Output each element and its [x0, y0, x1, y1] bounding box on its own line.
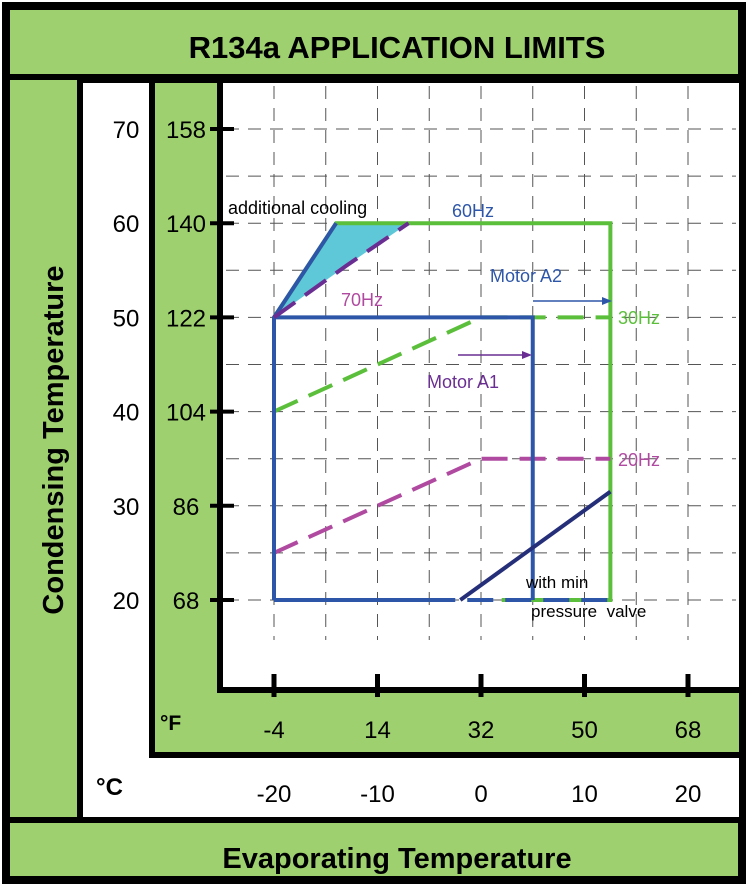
y-tick-label-fahrenheit: 86	[173, 494, 200, 521]
motor-a2-arrow-head	[602, 297, 612, 305]
y-tick-label-celsius: 20	[113, 588, 140, 615]
y-tick-label-fahrenheit: 104	[166, 400, 206, 427]
y-tick-label-fahrenheit: 122	[166, 305, 206, 332]
axis-ticks	[210, 127, 691, 697]
x-tick-label-celsius: 10	[571, 781, 598, 808]
motor-a1-arrow-head	[522, 351, 532, 359]
annotation-20hz: 20Hz	[618, 450, 660, 470]
y-tick-label-fahrenheit: 140	[166, 211, 206, 238]
motor-arrows	[458, 297, 612, 359]
x-tick-label-celsius: -10	[360, 781, 395, 808]
celsius-unit-label: °C	[96, 774, 123, 801]
y-tick-label-celsius: 70	[113, 117, 140, 144]
fahrenheit-unit-label: °F	[160, 712, 181, 735]
series-20hz	[273, 456, 611, 555]
annotation-additional-cooling: additional cooling	[228, 198, 367, 218]
x-tick-label-celsius: 20	[675, 781, 702, 808]
y-tick-label-fahrenheit: 158	[166, 117, 206, 144]
axis-tick-labels: 70 60 50 40 30 20 158 140 122 104 86 68 -4 14 32 50 68 -2…	[113, 117, 702, 808]
x-tick-label-fahrenheit: 50	[571, 717, 598, 744]
additional-cooling-area	[274, 223, 409, 318]
x-tick-label-fahrenheit: -4	[263, 717, 284, 744]
y-tick-label-celsius: 50	[113, 305, 140, 332]
x-tick-label-fahrenheit: 68	[675, 717, 702, 744]
y-tick-label-celsius: 30	[113, 494, 140, 521]
x-axis-title: Evaporating Temperature	[222, 843, 571, 875]
annotation-30hz: 30Hz	[618, 308, 660, 328]
annotation-pressure-valve: pressure valve	[531, 602, 646, 621]
x-tick-label-fahrenheit: 32	[468, 717, 495, 744]
annotation-60hz: 60Hz	[452, 201, 494, 221]
x-tick-label-celsius: 0	[474, 781, 487, 808]
annotation-70hz: 70Hz	[341, 290, 383, 310]
x-tick-label-celsius: -20	[257, 781, 292, 808]
annotation-motor-a2: Motor A2	[490, 266, 562, 286]
y-tick-label-fahrenheit: 68	[173, 588, 200, 615]
series-group	[272, 221, 613, 602]
y-tick-label-celsius: 60	[113, 211, 140, 238]
y-tick-label-celsius: 40	[113, 400, 140, 427]
annotation-motor-a1: Motor A1	[427, 372, 499, 392]
series-30hz	[273, 315, 611, 414]
annotation-with-min: with min	[525, 573, 588, 592]
y-axis-title: Condensing Temperature	[38, 265, 70, 614]
series-additional-cooling	[272, 221, 410, 320]
chart-title: R134a APPLICATION LIMITS	[189, 30, 606, 65]
series-with-min-pressure-valve	[459, 490, 612, 602]
x-tick-label-fahrenheit: 14	[364, 717, 391, 744]
series-70hz	[274, 315, 535, 600]
